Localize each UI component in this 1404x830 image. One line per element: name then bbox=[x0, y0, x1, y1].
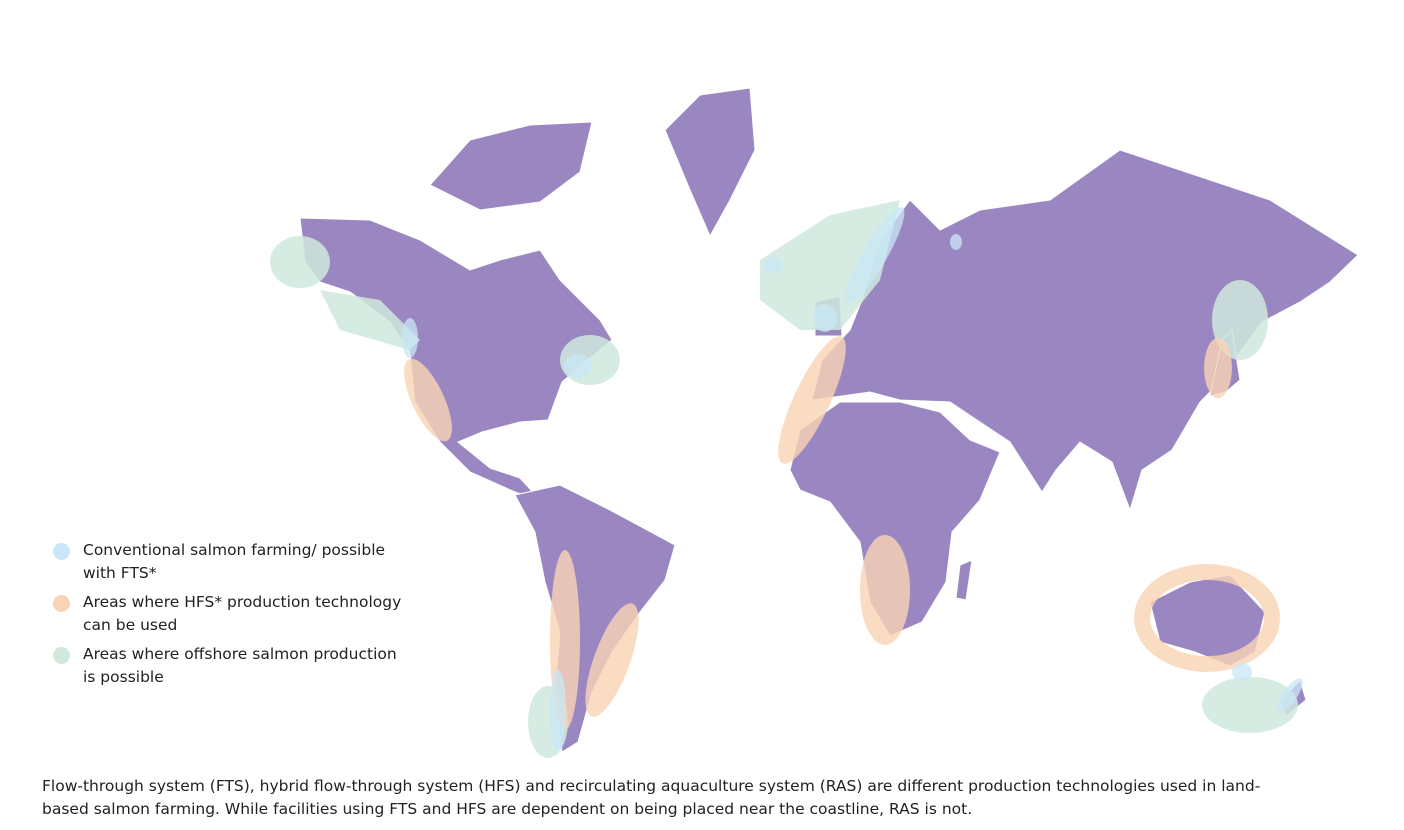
caption: Flow-through system (FTS), hybrid flow-t… bbox=[42, 777, 1261, 818]
legend-label: Areas where offshore salmon production i… bbox=[83, 645, 397, 686]
area-norway bbox=[845, 206, 905, 304]
legend-item: Conventional salmon farming/ possible wi… bbox=[52, 539, 403, 585]
fts-areas bbox=[402, 206, 1303, 750]
area-nz bbox=[1277, 678, 1303, 712]
legend-item: Areas where HFS* production technology c… bbox=[52, 591, 403, 637]
area-south-africa bbox=[860, 535, 910, 645]
arctic-islands bbox=[429, 121, 593, 211]
area-kamchatka bbox=[1212, 280, 1268, 360]
legend-swatch bbox=[53, 595, 70, 612]
area-maine bbox=[564, 354, 592, 378]
area-tasman bbox=[1202, 677, 1298, 733]
madagascar bbox=[955, 559, 973, 601]
area-north-atlantic bbox=[760, 200, 900, 330]
area-uk bbox=[813, 304, 837, 332]
area-australia bbox=[1134, 564, 1280, 672]
area-japan bbox=[1204, 338, 1232, 398]
hfs-areas bbox=[404, 336, 1280, 730]
area-us-west bbox=[404, 358, 452, 442]
area-chile-south bbox=[550, 670, 566, 750]
greenland bbox=[664, 87, 756, 238]
world-map bbox=[270, 87, 1359, 758]
legend: Conventional salmon farming/ possible wi… bbox=[52, 539, 432, 695]
land bbox=[299, 87, 1359, 753]
legend-label: Areas where HFS* production technology c… bbox=[83, 593, 402, 634]
area-argentina bbox=[585, 603, 639, 717]
area-british-columbia bbox=[402, 318, 418, 358]
area-white-sea bbox=[950, 234, 962, 250]
legend-swatch bbox=[53, 647, 70, 664]
area-gulf-alaska bbox=[320, 290, 420, 350]
area-tasmania bbox=[1232, 663, 1252, 681]
area-alaska bbox=[270, 236, 330, 288]
africa bbox=[789, 401, 1001, 637]
area-iberia-west-africa bbox=[778, 336, 846, 464]
legend-label: Conventional salmon farming/ possible wi… bbox=[83, 541, 386, 582]
area-iceland bbox=[763, 257, 783, 273]
legend-swatch bbox=[53, 543, 70, 560]
legend-item: Areas where offshore salmon production i… bbox=[52, 643, 403, 689]
